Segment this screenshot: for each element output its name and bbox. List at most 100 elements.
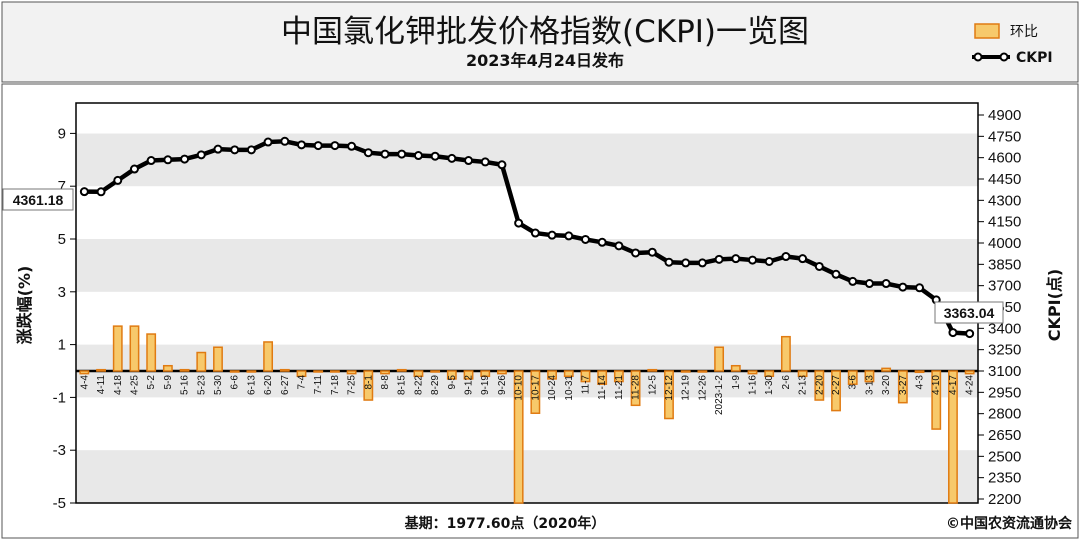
end-value-callout: 3363.04 — [934, 301, 1004, 324]
right-tick-label: 2350 — [988, 470, 1021, 487]
x-tick-label: 3-20 — [881, 375, 892, 395]
bar — [964, 370, 975, 375]
ckpi-point — [497, 160, 507, 170]
bar — [864, 370, 875, 383]
bar — [179, 368, 190, 372]
x-tick-label: 8-22 — [413, 375, 424, 395]
ckpi-point — [814, 261, 824, 271]
x-tick-label: 10-24 — [547, 375, 558, 401]
bar — [697, 370, 708, 373]
x-tick-label: 12-19 — [681, 375, 692, 401]
bar — [129, 325, 140, 372]
bar — [948, 370, 958, 504]
x-tick-label: 5-2 — [146, 375, 157, 390]
grid-band — [76, 133, 978, 187]
x-tick-label: 12-12 — [664, 375, 675, 401]
x-tick-label: 6-20 — [263, 375, 274, 395]
x-tick-label: 4-11 — [96, 375, 107, 395]
ckpi-point — [915, 283, 925, 293]
ckpi-point — [898, 282, 908, 292]
ckpi-point — [347, 141, 357, 151]
ckpi-point — [714, 254, 724, 264]
x-tick-label: 12-5 — [647, 375, 658, 395]
ckpi-point — [764, 256, 774, 266]
legend-line-marker-left — [973, 52, 983, 62]
x-tick-label: 9-12 — [464, 375, 475, 395]
ckpi-point — [413, 151, 423, 161]
x-tick-label: 9-5 — [447, 375, 458, 390]
x-tick-label: 2-13 — [798, 375, 809, 395]
bar — [480, 370, 491, 378]
base-period-note: 基期：1977.60点（2020年） — [405, 515, 606, 532]
chart-title: 中国氯化钾批发价格指数(CKPI)一览图 — [281, 14, 809, 50]
ckpi-point — [731, 254, 741, 264]
ckpi-point — [263, 137, 273, 147]
bar — [396, 368, 407, 372]
ckpi-point — [697, 258, 707, 268]
ckpi-point — [948, 328, 958, 338]
bar — [914, 370, 925, 374]
right-tick-label: 3100 — [988, 363, 1021, 380]
x-tick-label: 4-17 — [948, 375, 959, 395]
legend: 环比 CKPI — [972, 23, 1053, 66]
ckpi-point — [514, 218, 524, 228]
legend-line-label: CKPI — [1016, 50, 1053, 66]
grid-band — [76, 103, 978, 134]
right-tick-label: 4150 — [988, 214, 1021, 231]
grid-bands — [76, 103, 978, 503]
copyright-note: ©中国农资流通协会 — [946, 515, 1073, 532]
right-tick-label: 4450 — [988, 171, 1021, 188]
bar — [664, 370, 674, 420]
right-tick-label: 3400 — [988, 320, 1021, 337]
left-tick-label: 1 — [58, 337, 66, 354]
bar — [162, 364, 173, 372]
ckpi-point — [547, 230, 557, 240]
chart-frame — [1, 83, 1079, 539]
ckpi-point — [113, 175, 123, 185]
left-tick-label: -3 — [53, 442, 66, 459]
x-tick-label: 11-7 — [580, 375, 591, 395]
x-tick-label: 3-13 — [864, 375, 875, 395]
bar — [513, 370, 524, 504]
ckpi-point — [881, 279, 891, 289]
x-tick-label: 11-28 — [631, 375, 642, 400]
ckpi-point — [397, 149, 407, 159]
x-tick-labels: 4-4 4-11 4-18 4-25 5-2 5-9 5-16 5-23 5-30 6-6 6-13… — [79, 375, 975, 415]
x-tick-label: 2023-1-2 — [714, 375, 725, 415]
bar — [630, 370, 641, 407]
bar — [931, 370, 942, 430]
ckpi-point — [748, 255, 757, 265]
ckpi-point — [530, 228, 540, 238]
header-panel — [1, 1, 1079, 83]
x-tick-label: 5-23 — [196, 375, 207, 395]
x-tick-label: 7-25 — [347, 375, 358, 395]
ckpi-point — [864, 279, 874, 289]
x-tick-label: 4-24 — [965, 375, 976, 395]
bar — [229, 370, 240, 373]
bar — [213, 346, 223, 372]
x-tick-label: 9-26 — [497, 375, 508, 395]
ckpi-point — [380, 149, 390, 159]
bar — [463, 370, 474, 380]
legend-bar-swatch — [974, 23, 1000, 39]
left-tick-label: 3 — [58, 284, 66, 301]
bar — [563, 370, 574, 378]
x-tick-label: 6-13 — [246, 375, 257, 395]
bar — [313, 370, 324, 373]
bar — [497, 370, 507, 375]
ckpi-point — [230, 145, 240, 155]
left-axis-label: 涨跌幅(%) — [15, 266, 34, 345]
ckpi-point — [163, 155, 173, 165]
bar — [329, 370, 340, 373]
x-tick-label: 8-15 — [397, 375, 408, 395]
x-tick-label: 12-26 — [697, 375, 708, 401]
legend-bar-label: 环比 — [1010, 24, 1038, 40]
x-tick-label: 7-4 — [297, 375, 308, 390]
ckpi-point — [480, 157, 490, 167]
bar — [831, 370, 841, 412]
right-tick-label: 2500 — [988, 448, 1021, 465]
x-tick-label: 2-6 — [781, 375, 792, 390]
x-tick-label: 1-30 — [764, 375, 775, 395]
bar — [430, 370, 441, 373]
